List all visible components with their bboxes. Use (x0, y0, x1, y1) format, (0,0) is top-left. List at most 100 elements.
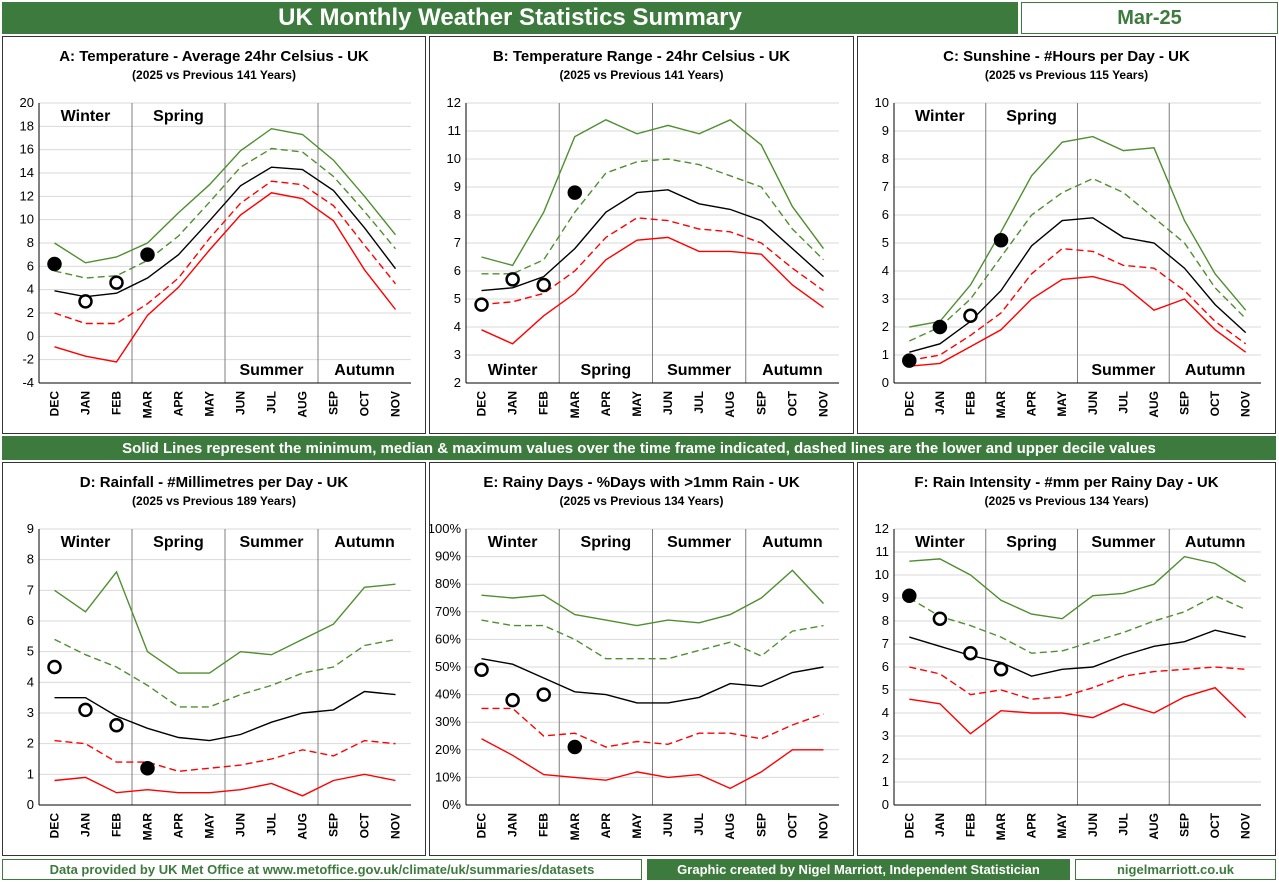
x-tick-label: NOV (1239, 813, 1253, 839)
x-tick-label: JAN (79, 813, 93, 837)
x-tick-label: SEP (754, 391, 768, 415)
chart-title: B: Temperature Range - 24hr Celsius - UK (493, 48, 790, 65)
series-line-lower-decile (54, 739, 396, 773)
x-tick-label: JUN (234, 813, 248, 837)
y-tick-label: 2 (882, 751, 889, 766)
y-tick-label: 3 (27, 705, 34, 720)
x-tick-label: DEC (475, 391, 489, 417)
point-2025-filled (932, 319, 948, 335)
y-tick-label: 100% (430, 521, 461, 536)
series-line-upper-decile (54, 638, 396, 708)
chart-svg: C: Sunshine - #Hours per Day - UK (2025 v… (875, 48, 1261, 418)
y-tick-label: 8 (27, 235, 34, 250)
plot-area: 0 1 2 3 4 5 6 7 8 9 10 DEC JAN FEB MAR APR MAY JUN JUL AUG S… (875, 95, 1261, 418)
y-tick-label: 5 (882, 235, 889, 250)
y-tick-label: 20% (435, 742, 461, 757)
y-tick-label: 3 (882, 728, 889, 743)
series-line-median (481, 658, 824, 704)
point-2025-hollow (78, 702, 93, 718)
x-tick-label: DEC (48, 813, 62, 839)
y-tick-label: 4 (882, 263, 889, 278)
y-tick-label: 4 (882, 705, 889, 720)
y-tick-label: 12 (20, 188, 34, 203)
x-tick-label: FEB (963, 391, 977, 415)
season-label: Autumn (1185, 534, 1245, 551)
y-tick-label: 12 (875, 521, 889, 536)
season-label: Spring (581, 362, 632, 379)
x-tick-label: MAR (568, 391, 582, 419)
x-tick-label: MAY (1055, 391, 1069, 417)
point-2025-filled (140, 760, 155, 776)
season-label: Summer (1091, 534, 1155, 551)
season-label: Summer (1091, 362, 1155, 379)
point-2025-hollow (505, 272, 520, 287)
series-line-lower-decile (481, 217, 824, 306)
y-tick-label: 6 (27, 258, 34, 273)
y-tick-label: 3 (454, 347, 461, 362)
series-line-max (54, 570, 396, 674)
season-label: Autumn (762, 534, 822, 551)
point-2025-hollow (536, 687, 551, 702)
author-credit: Graphic created by Nigel Marriott, Indep… (647, 859, 1070, 880)
x-tick-label: MAY (630, 391, 644, 417)
x-tick-label: SEP (754, 813, 768, 837)
y-tick-label: 0 (882, 797, 889, 812)
point-2025-hollow (109, 718, 124, 733)
point-2025-filled (567, 739, 583, 755)
y-tick-label: 8 (27, 552, 34, 567)
series-line-median (54, 690, 396, 742)
y-tick-label: 8 (454, 207, 461, 222)
series-line-median (481, 189, 824, 292)
x-tick-label: JUL (265, 391, 279, 414)
x-tick-label: MAR (994, 813, 1008, 841)
x-tick-label: OCT (1208, 812, 1222, 838)
plot-area: 0 1 2 3 4 5 6 7 8 9 DEC JAN FEB MAR APR MAY JUN JUL AUG SEP… (27, 521, 411, 840)
x-tick-label: AUG (296, 391, 310, 418)
series-line-lower-decile (909, 666, 1246, 700)
y-tick-label: 9 (454, 179, 461, 194)
y-tick-label: 0% (442, 797, 461, 812)
x-tick-label: JAN (933, 391, 947, 415)
x-tick-label: AUG (723, 391, 737, 418)
point-2025-hollow (993, 662, 1009, 677)
y-tick-label: 11 (448, 123, 462, 138)
y-tick-label: 60% (435, 631, 461, 646)
season-label: Winter (915, 534, 965, 551)
series-line-upper-decile (481, 619, 824, 660)
x-tick-label: NOV (389, 813, 403, 839)
y-tick-label: 70% (435, 604, 461, 619)
x-tick-label: SEP (327, 391, 341, 415)
chart-title: E: Rainy Days - %Days with >1mm Rain - U… (483, 474, 800, 491)
x-tick-label: AUG (1147, 391, 1161, 418)
y-tick-label: 10 (20, 212, 34, 227)
point-2025-filled (993, 232, 1009, 248)
season-label: Winter (61, 534, 111, 551)
series-line-lower-decile (54, 180, 397, 325)
x-tick-label: MAR (568, 813, 582, 841)
y-tick-label: 1 (27, 766, 34, 781)
website-link[interactable]: nigelmarriott.co.uk (1075, 859, 1276, 880)
chart-svg: D: Rainfall - #Millimetres per Day - UK (… (27, 474, 411, 840)
y-tick-label: 7 (882, 179, 889, 194)
x-tick-label: FEB (110, 391, 124, 415)
season-label: Spring (1006, 534, 1057, 551)
point-2025-filled (47, 256, 62, 272)
series-line-max (481, 118, 825, 267)
y-tick-label: 9 (882, 123, 889, 138)
y-tick-label: 8 (882, 613, 889, 628)
point-2025-filled (902, 588, 917, 603)
x-tick-label: JAN (79, 391, 93, 415)
x-tick-label: OCT (785, 812, 799, 838)
season-label: Summer (667, 534, 731, 551)
y-tick-label: 14 (20, 165, 34, 180)
x-tick-label: SEP (327, 813, 341, 837)
y-tick-label: 2 (27, 305, 34, 320)
y-tick-label: 9 (27, 521, 34, 536)
y-tick-label: -2 (22, 352, 34, 367)
point-2025-filled (567, 185, 583, 200)
season-label: Summer (667, 362, 731, 379)
series-line-max (909, 135, 1247, 328)
x-tick-label: MAR (141, 391, 155, 419)
chart-title: D: Rainfall - #Millimetres per Day - UK (80, 474, 349, 491)
chart-subtitle: (2025 vs Previous 141 Years) (132, 68, 296, 82)
